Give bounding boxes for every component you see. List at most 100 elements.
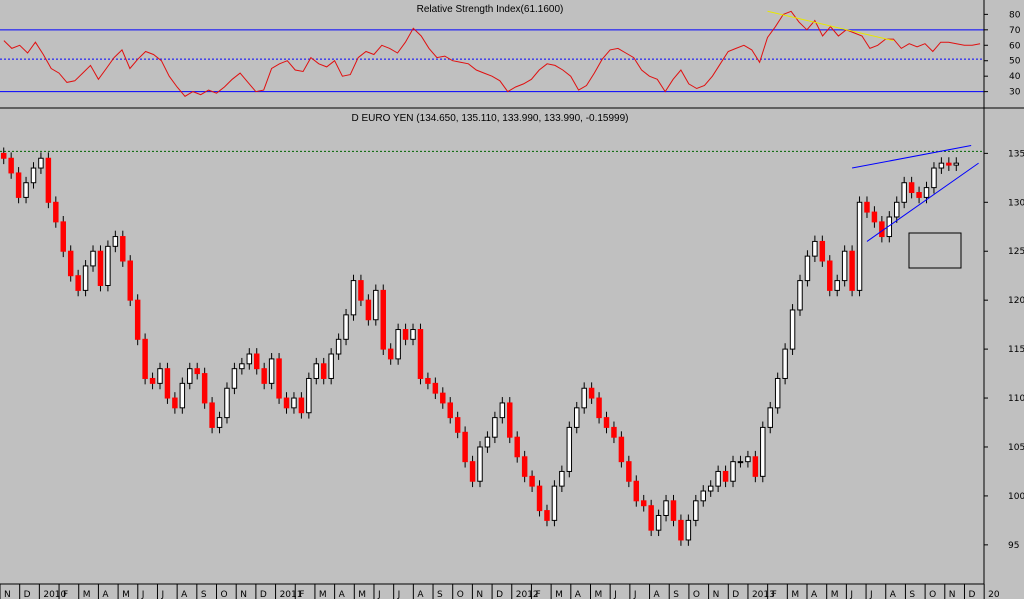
candle-body [939,163,943,168]
x-tick-label: D [968,590,975,599]
candle-body [411,330,415,340]
candle-body [485,437,489,447]
candle-body [54,202,58,222]
candle-body [731,462,735,482]
price-ytick-label: 110 [1008,394,1024,404]
candle-body [649,506,653,530]
x-tick-label: A [417,590,424,599]
candle-body [895,202,899,217]
candle-body [545,511,549,521]
candle-body [664,501,668,516]
price-ytick-label: 100 [1008,492,1024,502]
candle-body [880,222,884,237]
candle-body [83,266,87,290]
candle-body [738,462,742,463]
x-tick-label: N [476,590,483,599]
rsi-title: Relative Strength Index(61.1600) [417,4,564,15]
x-tick-label: J [869,590,873,599]
x-tick-label: O [693,590,700,599]
x-tick-label: A [181,590,188,599]
candle-body [857,202,861,290]
candle-body [686,520,690,540]
candle-body [374,290,378,319]
x-tick-label: F [63,590,68,599]
candle-body [924,188,928,198]
x-tick-label: S [673,590,679,599]
candle-body [381,290,385,349]
candle-body [805,256,809,280]
candle-body [329,354,333,378]
candle-body [418,330,422,379]
candle-body [470,462,474,482]
candle-body [210,403,214,427]
rsi-ytick-label: 80 [1009,10,1021,20]
x-tick-label: J [397,590,401,599]
candle-body [463,432,467,461]
candles [1,147,958,545]
candle-body [768,408,772,428]
candle-body [716,471,720,486]
x-tick-label: D [24,590,31,599]
x-tick-label: S [201,590,207,599]
candle-body [299,398,303,413]
x-tick-label: M [791,590,799,599]
candle-body [262,369,266,384]
x-tick-label: M [83,590,91,599]
x-tick-label: D [260,590,267,599]
candle-body [746,457,750,462]
price-pane: D EURO YEN (134.650, 135.110, 133.990, 1… [0,113,984,546]
x-tick-label: J [633,590,637,599]
candle-body [902,183,906,203]
price-y-axis: 95100105110115120125130135 [984,149,1024,550]
x-tick-label: M [594,590,602,599]
candle-body [113,237,117,247]
rsi-ytick-label: 40 [1009,72,1021,82]
candle-body [723,471,727,481]
price-ytick-label: 135 [1008,149,1024,159]
candle-body [403,330,407,340]
annotation-box [909,233,961,268]
candle-body [321,364,325,379]
x-tick-label: N [949,590,956,599]
candle-body [567,427,571,471]
candle-body [366,300,370,320]
candle-body [634,481,638,501]
candle-body [612,427,616,437]
rsi-ytick-label: 50 [1009,57,1021,67]
candle-body [790,310,794,349]
x-tick-label: F [299,590,304,599]
candle-body [761,427,765,476]
candle-body [917,193,921,198]
x-tick-label: A [339,590,346,599]
candle-body [671,501,675,521]
price-ytick-label: 125 [1008,247,1024,257]
candle-body [537,486,541,510]
x-tick-label: J [849,590,853,599]
x-tick-label: M [122,590,130,599]
candle-body [359,281,363,301]
candle-body [530,476,534,486]
candle-body [627,462,631,482]
candle-body [1,153,5,158]
candle-body [865,202,869,212]
x-tick-label: 20 [988,590,1000,599]
candle-body [277,359,281,398]
candle-body [91,251,95,266]
price-ytick-label: 105 [1008,443,1024,453]
candle-body [388,349,392,359]
rsi-ytick-label: 30 [1009,88,1021,98]
candle-body [909,183,913,193]
candle-body [344,315,348,339]
price-annotations [852,146,979,242]
x-tick-label: A [890,590,897,599]
candle-body [813,241,817,256]
rsi-y-axis: 304050607080 [984,10,1021,97]
x-tick-label: F [772,590,777,599]
candle-body [24,183,28,198]
x-tick-label: S [909,590,915,599]
x-tick-label: A [654,590,661,599]
candle-body [225,388,229,417]
price-trendline-1 [867,163,979,241]
candle-body [455,418,459,433]
